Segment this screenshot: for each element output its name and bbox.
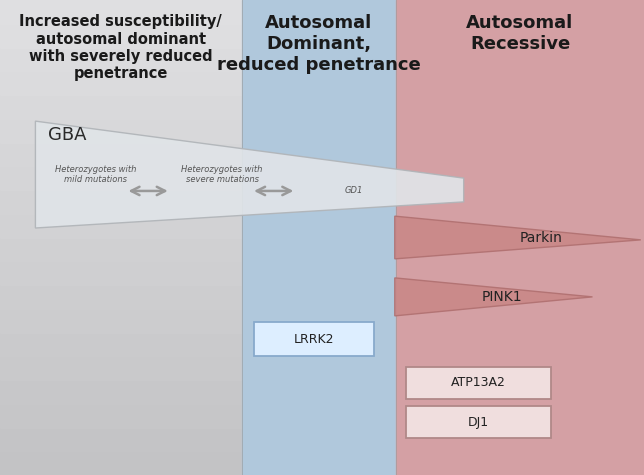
- Bar: [0, 24, 242, 48]
- Text: ATP13A2: ATP13A2: [451, 376, 506, 390]
- Bar: [0, 119, 242, 142]
- Text: GBA: GBA: [48, 126, 87, 144]
- Text: Heterozygotes with
mild mutations: Heterozygotes with mild mutations: [55, 165, 136, 184]
- Bar: [0, 95, 242, 119]
- Bar: [0, 428, 242, 451]
- Bar: [396, 0, 644, 475]
- Bar: [0, 142, 242, 166]
- Text: DJ1: DJ1: [468, 416, 489, 429]
- Text: Parkin: Parkin: [520, 230, 562, 245]
- Bar: [242, 0, 396, 475]
- Bar: [0, 356, 242, 380]
- Bar: [0, 166, 242, 190]
- Bar: [0, 238, 242, 261]
- Bar: [0, 0, 242, 24]
- Bar: [0, 332, 242, 356]
- Bar: [0, 48, 242, 71]
- Bar: [0, 261, 242, 285]
- Bar: [0, 309, 242, 332]
- Text: LRRK2: LRRK2: [294, 332, 334, 346]
- Text: PINK1: PINK1: [482, 290, 523, 304]
- Bar: [0, 285, 242, 309]
- Text: Increased susceptibility/
autosomal dominant
with severely reduced
penetrance: Increased susceptibility/ autosomal domi…: [19, 14, 222, 81]
- Text: Autosomal
Dominant,
reduced penetrance: Autosomal Dominant, reduced penetrance: [217, 14, 421, 74]
- Bar: [0, 71, 242, 95]
- Bar: [0, 190, 242, 214]
- Polygon shape: [395, 216, 641, 259]
- FancyBboxPatch shape: [406, 406, 551, 438]
- Text: Autosomal
Recessive: Autosomal Recessive: [466, 14, 574, 53]
- FancyBboxPatch shape: [254, 322, 374, 356]
- Bar: [0, 404, 242, 428]
- Bar: [0, 214, 242, 238]
- Polygon shape: [395, 278, 592, 316]
- Text: GD1: GD1: [345, 187, 363, 195]
- Bar: [0, 451, 242, 475]
- Text: Heterozygotes with
severe mutations: Heterozygotes with severe mutations: [182, 165, 263, 184]
- FancyBboxPatch shape: [406, 367, 551, 399]
- Bar: [0, 380, 242, 404]
- Polygon shape: [35, 121, 464, 228]
